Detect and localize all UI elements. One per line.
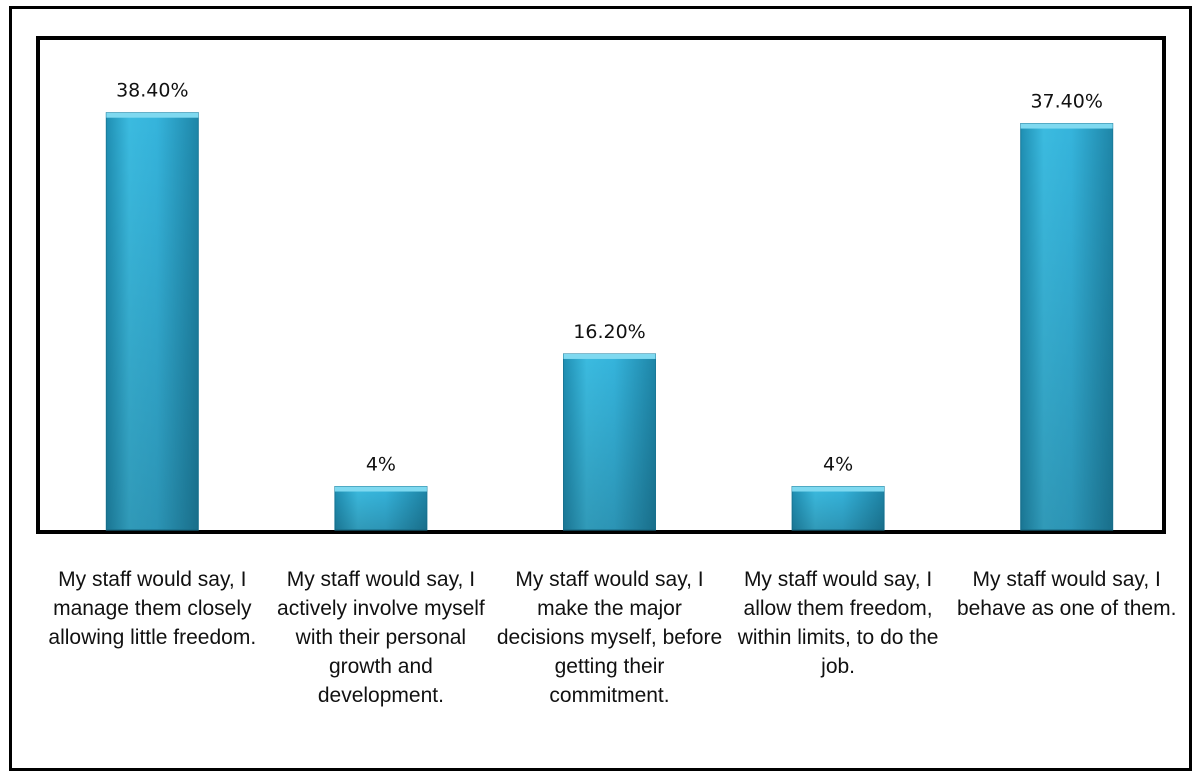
data-label: 37.40%: [1030, 91, 1102, 113]
data-label: 16.20%: [573, 321, 645, 343]
bar-top-highlight: [334, 486, 427, 492]
data-label: 4%: [823, 454, 853, 476]
bar-shading: [334, 486, 427, 530]
bar-top-highlight: [563, 353, 656, 359]
bar-shading: [792, 486, 885, 530]
bar-top-highlight: [1020, 123, 1113, 129]
bar-shading: [563, 353, 656, 530]
bar-shading: [106, 112, 199, 530]
category-label: My staff would say, I actively involve m…: [277, 568, 485, 707]
data-label: 38.40%: [116, 80, 188, 102]
bar-chart: 38.40% 4% 16.20% 4% 37.40%: [105, 80, 1114, 531]
category-label: My staff would say, I make the major dec…: [496, 568, 723, 707]
bar-top-highlight: [792, 486, 885, 492]
data-label: 4%: [366, 454, 396, 476]
category-label: My staff would say, I manage them closel…: [48, 568, 257, 649]
category-label: My staff would say, I behave as one of t…: [956, 568, 1177, 620]
bar-top-highlight: [106, 112, 199, 118]
category-label: My staff would say, I allow them freedom…: [737, 568, 939, 678]
bar-shading: [1020, 123, 1113, 531]
